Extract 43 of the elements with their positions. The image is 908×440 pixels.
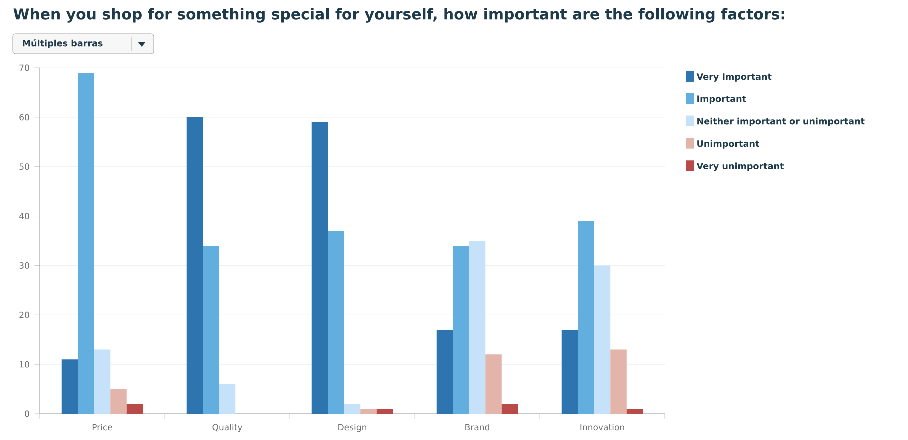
bar	[360, 409, 377, 414]
y-tick-label: 70	[20, 64, 30, 72]
bar	[219, 384, 236, 414]
bar	[610, 350, 627, 414]
y-tick-label: 30	[20, 262, 30, 269]
bar	[376, 409, 394, 414]
y-tick-label: 20	[20, 312, 30, 318]
bar	[344, 404, 361, 414]
legend-label: Very Important	[696, 74, 772, 82]
bar	[453, 246, 470, 414]
bar	[328, 231, 344, 414]
bar	[469, 241, 486, 414]
x-tick-label: Brand	[466, 424, 490, 431]
legend-label: Important	[698, 96, 746, 104]
legend-label: Unimportant	[698, 140, 760, 149]
x-tick-label: Quality	[212, 424, 242, 432]
x-tick-label: Innovation	[580, 424, 624, 431]
x-tick-label: Price	[92, 424, 112, 431]
text: Múltiples barras	[23, 40, 103, 48]
y-tick-label: 50	[20, 164, 30, 170]
bar	[94, 350, 111, 414]
bar	[578, 221, 594, 414]
y-tick-label: 10	[20, 361, 30, 368]
bar	[78, 72, 94, 414]
bar	[626, 409, 644, 414]
y-tick-label: 40	[20, 213, 30, 220]
bar	[562, 330, 578, 414]
bar	[110, 389, 127, 414]
legend-label: Very unimportant	[696, 162, 784, 172]
bar	[62, 360, 78, 414]
y-tick-label: 0	[25, 410, 30, 418]
chart-title: When you shop for something special for yourself, how important are the following factors:	[14, 8, 784, 23]
bar	[436, 330, 454, 414]
bar	[312, 122, 328, 414]
bar	[502, 404, 518, 414]
bar	[126, 404, 144, 414]
x-tick-label: Design	[338, 424, 367, 432]
bar	[486, 354, 502, 414]
legend-label: Neither important or unimportant	[698, 118, 865, 126]
bar	[186, 117, 204, 414]
y-tick-label: 60	[20, 114, 30, 121]
bar	[203, 246, 220, 414]
bar	[594, 266, 611, 414]
